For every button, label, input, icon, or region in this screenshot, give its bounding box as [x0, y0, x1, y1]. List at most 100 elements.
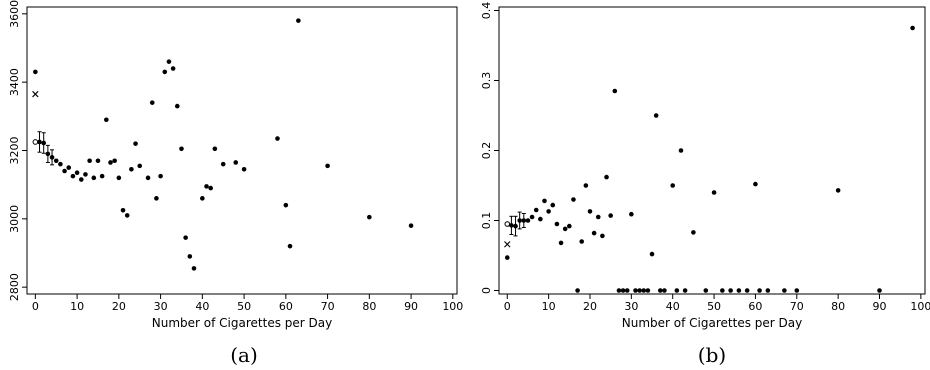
data-point — [674, 288, 680, 293]
data-point — [583, 183, 589, 188]
data-point — [241, 166, 247, 172]
x-tick-label: 50 — [707, 300, 721, 313]
data-point — [120, 207, 126, 213]
data-point — [204, 184, 209, 189]
y-tick-label: 3400 — [8, 68, 21, 96]
data-point — [99, 173, 105, 179]
x-axis-title: Number of Cigarettes per Day — [152, 316, 332, 330]
data-point — [233, 160, 239, 165]
x-tick-label: 20 — [583, 300, 597, 313]
data-point — [744, 288, 750, 293]
y-tick-label: 0.2 — [480, 142, 493, 160]
data-point — [49, 155, 55, 160]
data-point — [220, 161, 226, 167]
data-point — [525, 218, 531, 223]
data-point — [187, 254, 193, 259]
data-point — [782, 288, 787, 293]
data-point — [678, 148, 684, 153]
data-point — [757, 288, 762, 293]
x-tick-label: 80 — [831, 300, 845, 313]
data-point — [149, 100, 155, 105]
data-point — [517, 218, 522, 223]
data-point — [558, 240, 564, 246]
data-point — [794, 288, 800, 293]
data-point — [212, 146, 218, 152]
data-point — [33, 69, 38, 75]
data-point — [200, 196, 205, 201]
x-tick-label: 90 — [873, 300, 887, 313]
x-tick-label: 70 — [321, 300, 335, 313]
open-point — [32, 139, 39, 145]
chart-panel-b: 0 10 20 30 40 50 60 70 80 90 100 0 0.1 0.2 0.3 0.4 Numbe… — [480, 2, 930, 367]
data-point — [108, 160, 113, 165]
data-point — [408, 223, 414, 228]
data-point — [62, 168, 67, 174]
data-point — [658, 288, 663, 293]
data-point — [275, 136, 280, 141]
data-point — [633, 288, 638, 293]
data-point — [58, 161, 63, 167]
chart-panel-a: 0 10 20 30 40 50 60 70 80 90 100 2800 3000 3200 3400 36… — [8, 0, 463, 367]
data-point — [538, 216, 543, 222]
data-point — [170, 66, 176, 71]
data-point — [37, 139, 42, 145]
data-point — [653, 113, 659, 118]
cross-point — [504, 241, 511, 248]
y-tick-label: 3000 — [8, 205, 21, 233]
data-point — [728, 288, 733, 293]
data-point — [504, 255, 510, 260]
data-point — [124, 213, 130, 218]
data-point — [620, 288, 626, 293]
data-point — [78, 177, 84, 182]
data-point — [571, 197, 576, 202]
data-point — [112, 158, 117, 164]
data-point — [703, 288, 709, 293]
data-point — [550, 202, 556, 208]
data-point — [183, 235, 188, 240]
x-tick-label: 30 — [154, 300, 168, 313]
data-point — [513, 223, 518, 229]
plot-frame — [26, 6, 458, 295]
data-point — [529, 214, 535, 220]
data-point — [591, 230, 597, 236]
x-tick-label: 60 — [279, 300, 293, 313]
data-point — [649, 251, 655, 257]
data-point — [70, 173, 76, 179]
x-tick-label: 60 — [748, 300, 762, 313]
data-point — [521, 218, 527, 223]
data-point — [629, 211, 634, 217]
data-point — [116, 175, 122, 181]
data-point — [645, 288, 651, 293]
data-point — [41, 140, 46, 146]
open-point — [504, 221, 511, 227]
data-point — [587, 209, 593, 214]
data-point — [91, 175, 97, 181]
data-point — [87, 158, 92, 164]
data-point — [191, 266, 197, 271]
data-point — [736, 288, 742, 293]
cross-point — [32, 90, 39, 98]
data-point — [691, 230, 696, 235]
data-point — [546, 209, 551, 214]
x-tick-label: 100 — [910, 300, 930, 313]
data-point — [604, 174, 609, 180]
data-point — [711, 190, 717, 195]
x-tick-label: 0 — [32, 300, 39, 313]
panel-label: (b) — [698, 343, 726, 367]
data-point — [624, 288, 630, 293]
data-point — [174, 103, 180, 109]
x-tick-label: 20 — [112, 300, 126, 313]
data-point — [45, 151, 51, 157]
y-tick-label: 0.3 — [480, 72, 493, 90]
data-point — [616, 288, 622, 293]
x-tick-label: 70 — [790, 300, 804, 313]
data-point — [533, 207, 539, 213]
data-point — [145, 175, 151, 181]
data-point — [296, 18, 301, 23]
data-point — [154, 196, 159, 201]
data-point — [83, 172, 88, 177]
y-tick-label: 0 — [480, 287, 493, 294]
y-tick-label: 3600 — [8, 0, 21, 28]
data-point — [753, 181, 758, 187]
